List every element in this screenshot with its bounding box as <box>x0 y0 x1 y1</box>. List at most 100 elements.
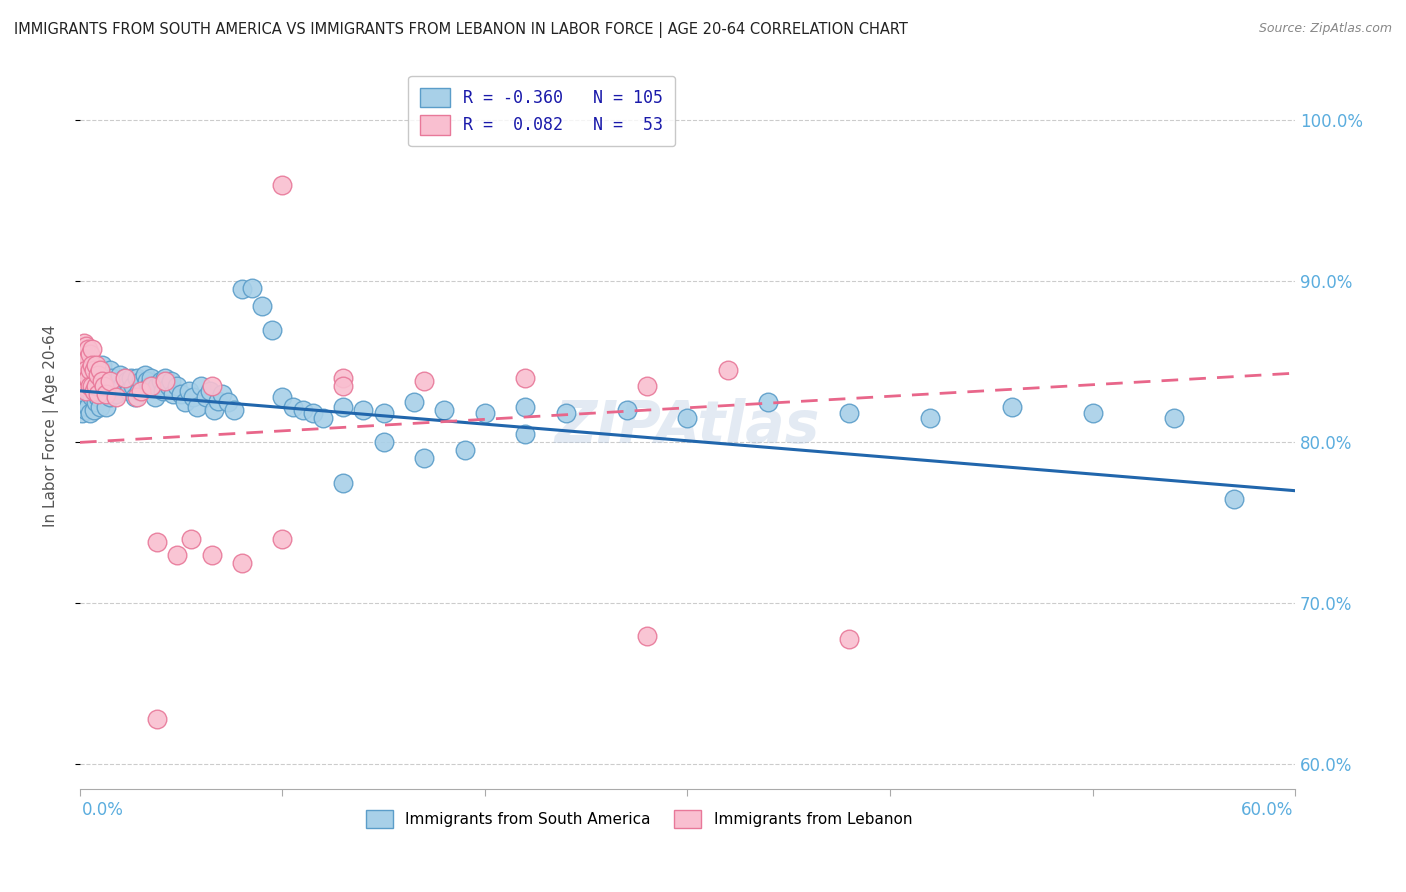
Point <box>202 403 225 417</box>
Point <box>146 535 169 549</box>
Point <box>75 403 97 417</box>
Point <box>1000 400 1022 414</box>
Point <box>186 400 208 414</box>
Legend: Immigrants from South America, Immigrants from Lebanon: Immigrants from South America, Immigrant… <box>359 802 920 835</box>
Point <box>1081 406 1104 420</box>
Point <box>111 379 134 393</box>
Point <box>198 384 221 398</box>
Text: 60.0%: 60.0% <box>1240 801 1294 820</box>
Point <box>515 371 537 385</box>
Point <box>217 395 239 409</box>
Point <box>312 411 335 425</box>
Point <box>70 351 93 366</box>
Point <box>101 371 124 385</box>
Point <box>77 342 100 356</box>
Point <box>515 427 537 442</box>
Point <box>143 390 166 404</box>
Point <box>77 379 100 393</box>
Point <box>87 390 110 404</box>
Point <box>129 384 152 398</box>
Point <box>454 443 477 458</box>
Point <box>82 390 104 404</box>
Point <box>75 339 97 353</box>
Point <box>84 358 107 372</box>
Point <box>73 363 96 377</box>
Point <box>174 395 197 409</box>
Point <box>146 379 169 393</box>
Point <box>124 390 146 404</box>
Point <box>180 532 202 546</box>
Point <box>142 379 165 393</box>
Point <box>717 363 740 377</box>
Point <box>291 403 314 417</box>
Point <box>87 387 110 401</box>
Point <box>636 629 658 643</box>
Point <box>83 384 105 398</box>
Point <box>146 712 169 726</box>
Point <box>332 475 354 490</box>
Point <box>87 368 110 382</box>
Point <box>87 368 110 382</box>
Point <box>332 371 354 385</box>
Point <box>91 358 114 372</box>
Point <box>152 384 174 398</box>
Point <box>222 403 245 417</box>
Text: IMMIGRANTS FROM SOUTH AMERICA VS IMMIGRANTS FROM LEBANON IN LABOR FORCE | AGE 20: IMMIGRANTS FROM SOUTH AMERICA VS IMMIGRA… <box>14 22 908 38</box>
Point <box>83 384 105 398</box>
Point <box>129 374 152 388</box>
Point <box>166 548 188 562</box>
Point <box>207 393 229 408</box>
Point <box>73 347 96 361</box>
Point <box>114 371 136 385</box>
Point <box>75 363 97 377</box>
Point <box>75 387 97 401</box>
Point <box>139 371 162 385</box>
Point <box>153 371 176 385</box>
Point <box>353 403 375 417</box>
Point <box>190 379 212 393</box>
Point <box>281 400 304 414</box>
Point <box>84 379 107 393</box>
Point <box>77 371 100 385</box>
Point <box>73 400 96 414</box>
Point <box>82 358 104 372</box>
Point <box>98 374 121 388</box>
Point <box>83 403 105 417</box>
Point <box>157 379 180 393</box>
Point <box>110 368 132 382</box>
Point <box>73 374 96 388</box>
Point <box>262 323 284 337</box>
Point <box>98 363 121 377</box>
Point <box>413 374 436 388</box>
Point <box>96 379 118 393</box>
Point <box>332 379 354 393</box>
Point <box>162 387 184 401</box>
Point <box>636 379 658 393</box>
Point <box>105 390 128 404</box>
Point <box>70 358 93 372</box>
Point <box>373 435 395 450</box>
Point <box>96 400 118 414</box>
Text: Source: ZipAtlas.com: Source: ZipAtlas.com <box>1258 22 1392 36</box>
Point <box>838 406 860 420</box>
Point <box>153 374 176 388</box>
Point <box>70 384 93 398</box>
Point <box>121 379 143 393</box>
Point <box>758 395 780 409</box>
Point <box>134 368 156 382</box>
Point <box>616 403 638 417</box>
Point <box>83 363 105 377</box>
Point <box>231 556 253 570</box>
Point <box>97 374 120 388</box>
Point <box>98 390 121 404</box>
Point <box>149 374 172 388</box>
Point <box>231 282 253 296</box>
Point <box>271 532 294 546</box>
Point <box>332 400 354 414</box>
Point <box>120 371 142 385</box>
Point <box>125 371 148 385</box>
Point <box>91 387 114 401</box>
Point <box>75 363 97 377</box>
Point <box>183 390 205 404</box>
Point <box>271 178 294 192</box>
